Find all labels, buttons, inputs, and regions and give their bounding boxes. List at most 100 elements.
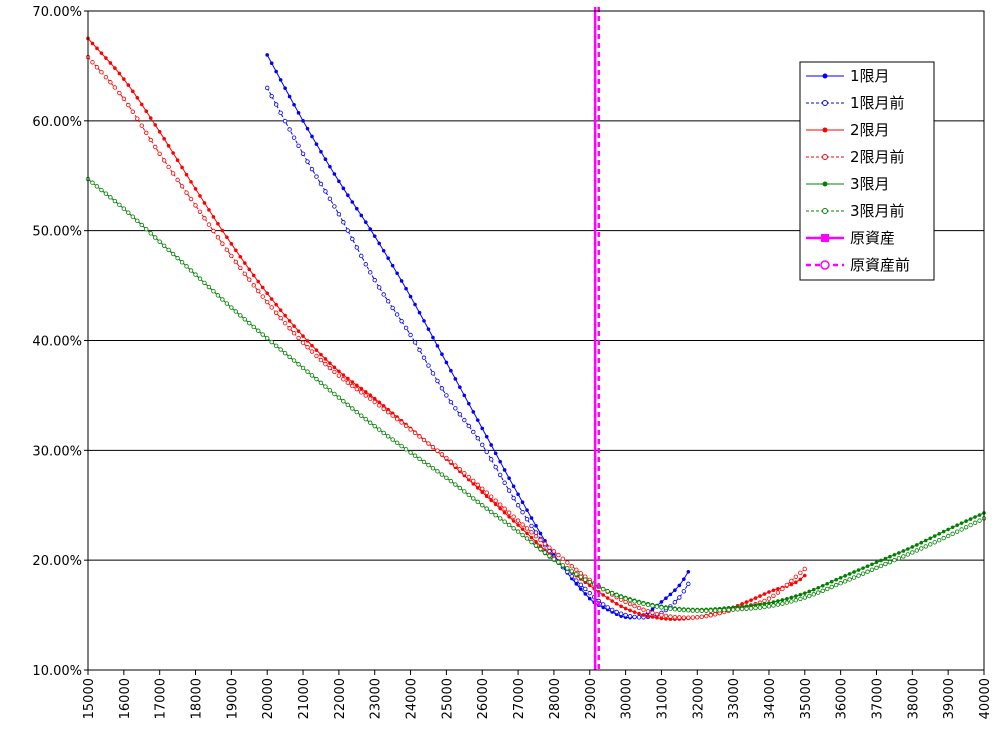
data-point bbox=[305, 369, 310, 374]
data-point bbox=[350, 236, 355, 242]
data-point bbox=[618, 594, 624, 600]
data-point bbox=[587, 583, 592, 588]
data-point bbox=[663, 613, 669, 619]
data-point bbox=[542, 550, 548, 555]
legend-label: 1限月前 bbox=[850, 94, 905, 112]
data-point bbox=[771, 593, 776, 598]
data-point bbox=[328, 164, 332, 169]
data-point bbox=[524, 536, 530, 541]
data-point bbox=[471, 478, 476, 484]
legend-swatch-marker bbox=[822, 208, 828, 214]
data-point bbox=[282, 118, 288, 124]
data-point bbox=[758, 594, 762, 598]
data-point bbox=[206, 222, 212, 227]
data-point bbox=[256, 328, 261, 333]
data-point bbox=[229, 242, 234, 246]
x-tick-label: 35000 bbox=[799, 678, 814, 719]
data-point bbox=[578, 582, 583, 587]
data-point bbox=[914, 548, 919, 553]
x-tick-label: 17000 bbox=[154, 678, 169, 719]
data-point bbox=[632, 599, 637, 604]
data-point bbox=[273, 310, 279, 315]
data-point bbox=[381, 292, 386, 297]
data-point bbox=[346, 376, 350, 381]
data-point bbox=[372, 396, 377, 401]
data-point bbox=[758, 602, 762, 607]
data-point bbox=[583, 592, 588, 596]
data-point bbox=[242, 317, 247, 322]
data-point bbox=[534, 524, 538, 528]
data-point bbox=[301, 119, 305, 123]
data-point bbox=[538, 546, 543, 552]
data-point bbox=[314, 174, 319, 179]
data-point bbox=[296, 329, 301, 333]
data-point bbox=[453, 482, 458, 487]
data-point bbox=[780, 598, 785, 602]
data-point bbox=[390, 437, 395, 442]
data-point bbox=[493, 502, 498, 507]
data-point bbox=[775, 602, 781, 607]
data-point bbox=[776, 599, 780, 603]
data-point bbox=[328, 361, 332, 365]
data-point bbox=[484, 434, 489, 439]
data-point bbox=[636, 600, 642, 605]
data-point bbox=[497, 516, 503, 521]
data-point bbox=[919, 540, 924, 545]
x-tick-label: 38000 bbox=[906, 678, 921, 719]
data-point bbox=[157, 151, 162, 156]
data-point bbox=[94, 184, 100, 189]
data-point bbox=[834, 577, 838, 582]
data-point bbox=[682, 577, 686, 581]
data-point bbox=[569, 574, 575, 579]
data-point bbox=[937, 531, 941, 536]
data-point bbox=[739, 606, 745, 612]
data-point bbox=[950, 531, 955, 537]
data-point bbox=[641, 607, 646, 612]
data-point bbox=[686, 615, 691, 620]
data-point bbox=[529, 523, 534, 529]
data-point bbox=[305, 339, 310, 343]
data-point bbox=[368, 393, 373, 398]
y-axis: 10.00% 20.00% 30.00% 40.00% 50.00% 60.00% 70.0… bbox=[32, 5, 88, 679]
data-point bbox=[444, 455, 449, 461]
data-point bbox=[238, 254, 243, 259]
data-point bbox=[113, 66, 117, 70]
data-point bbox=[274, 302, 278, 307]
data-point bbox=[188, 268, 194, 273]
legend-label: 原資産 bbox=[850, 229, 895, 247]
data-point bbox=[484, 506, 489, 511]
data-point bbox=[161, 158, 167, 163]
data-point bbox=[551, 549, 557, 554]
data-point bbox=[524, 516, 530, 522]
y-tick-label: 70.00% bbox=[32, 5, 82, 20]
data-point bbox=[198, 194, 202, 198]
data-point bbox=[645, 602, 651, 608]
data-point bbox=[390, 305, 395, 311]
data-point bbox=[346, 193, 350, 198]
data-point bbox=[354, 245, 359, 250]
data-point bbox=[542, 541, 548, 547]
data-point bbox=[493, 464, 498, 470]
data-point bbox=[820, 588, 825, 593]
data-point bbox=[601, 602, 606, 607]
data-point bbox=[506, 522, 512, 528]
data-point bbox=[587, 579, 592, 585]
data-point bbox=[968, 522, 973, 528]
data-point bbox=[108, 195, 113, 200]
data-point bbox=[672, 614, 678, 620]
data-point bbox=[547, 553, 552, 559]
data-point bbox=[359, 413, 364, 418]
data-point bbox=[932, 534, 937, 538]
data-point bbox=[695, 615, 700, 620]
data-point bbox=[457, 467, 463, 472]
data-point bbox=[686, 608, 691, 613]
data-point bbox=[798, 596, 803, 602]
data-point bbox=[269, 339, 274, 345]
data-point bbox=[265, 53, 270, 57]
data-point bbox=[368, 396, 373, 401]
data-point bbox=[457, 412, 463, 417]
legend-label: 2限月 bbox=[850, 121, 890, 139]
data-point bbox=[668, 606, 673, 611]
data-point bbox=[825, 586, 830, 592]
data-point bbox=[870, 562, 874, 567]
